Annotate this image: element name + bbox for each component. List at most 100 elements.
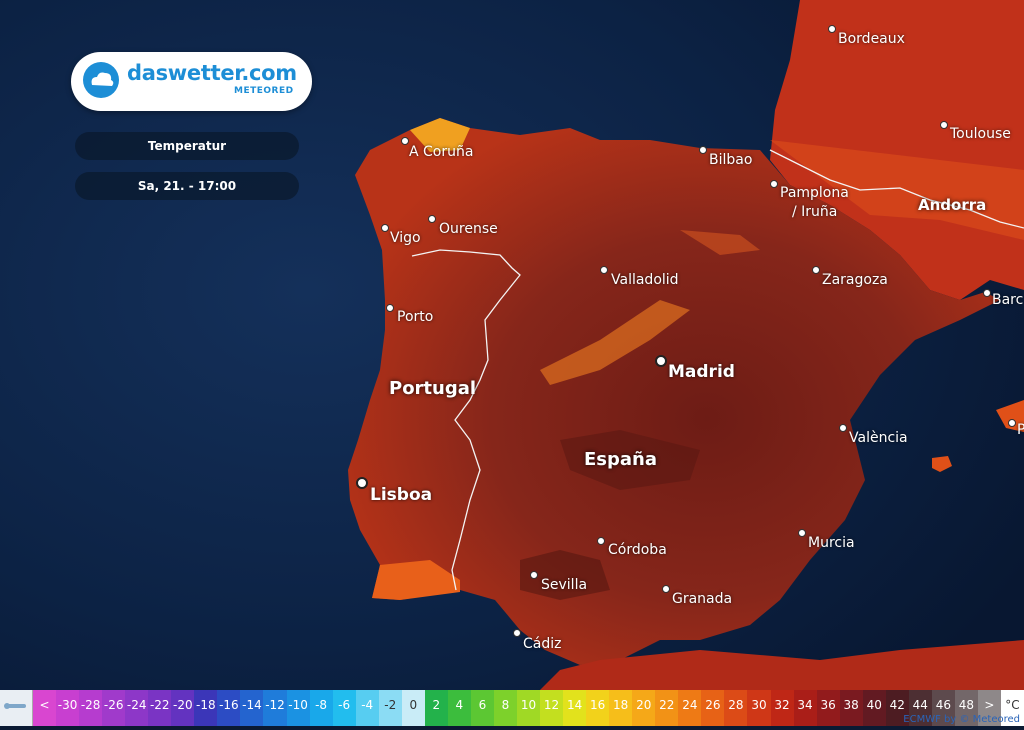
france-land (770, 0, 1024, 300)
legend-cell: -18 (194, 690, 218, 726)
legend-cell: 34 (793, 690, 817, 726)
legend-cell: 8 (493, 690, 517, 726)
thermometer-icon (4, 703, 26, 709)
city-label-bilbao[interactable]: Bilbao (709, 152, 753, 168)
city-label-sevilla[interactable]: Sevilla (541, 577, 588, 593)
city-label-lisboa[interactable]: Lisboa (370, 485, 433, 505)
legend-slider-handle[interactable] (0, 690, 33, 726)
balearic-island-east (996, 400, 1024, 432)
pyrenees-cool (770, 140, 1024, 240)
city-label-barcelona[interactable]: Barc (992, 292, 1024, 308)
legend-cell: 16 (586, 690, 610, 726)
france-spain-border (769, 149, 1024, 229)
legend-cell: 38 (839, 690, 863, 726)
city-label-cadiz[interactable]: Cádiz (523, 636, 562, 652)
city-dot (798, 529, 806, 537)
city-label-porto[interactable]: Porto (397, 309, 434, 325)
city-dot (401, 137, 409, 145)
legend-cell: -6 (332, 690, 356, 726)
country-label-espana: España (584, 449, 658, 470)
temperature-legend: < -30 -28 -26 -24 -22 -20 -18 -16 -14 -12 -10 -8 -6 -4… (0, 690, 1024, 726)
city-dot (662, 585, 670, 593)
city-label-vigo[interactable]: Vigo (390, 230, 421, 246)
city-label-murcia[interactable]: Murcia (808, 535, 855, 551)
la-mancha-hot (560, 430, 700, 490)
legend-cell: -28 (79, 690, 103, 726)
legend-cell: 36 (816, 690, 840, 726)
legend-cell: -14 (240, 690, 264, 726)
city-dot (1008, 419, 1016, 427)
country-label-portugal: Portugal (389, 378, 477, 399)
africa-land (540, 640, 1024, 690)
legend-cell: 48 (954, 690, 978, 726)
forecast-time[interactable]: Sa, 21. - 17:00 (75, 172, 299, 200)
city-label-ourense[interactable]: Ourense (439, 221, 498, 237)
legend-cell: 28 (724, 690, 748, 726)
city-label-a-coruna[interactable]: A Coruña (409, 144, 474, 160)
city-dot (770, 180, 778, 188)
legend-cell: > (977, 690, 1001, 726)
legend-cell: 14 (563, 690, 587, 726)
city-label-cordoba[interactable]: Córdoba (608, 542, 667, 558)
capital-dot (356, 477, 368, 489)
legend-cell: 2 (424, 690, 448, 726)
iberian-system-cool (680, 230, 760, 255)
city-label-valladolid[interactable]: Valladolid (611, 272, 679, 288)
guadalquivir-hot (520, 550, 610, 600)
city-label-pamplona[interactable]: Pamplona (780, 185, 849, 201)
legend-cell: 10 (516, 690, 541, 726)
city-label-granada[interactable]: Granada (672, 591, 733, 607)
capital-dot (655, 355, 667, 367)
city-label-palma[interactable]: P (1017, 422, 1024, 438)
brand-name: daswetter.com (127, 61, 297, 85)
city-label-iruna[interactable]: / Iruña (792, 204, 838, 220)
map-credit[interactable]: ECMWF by © Meteored (903, 714, 1020, 725)
legend-cell: -16 (217, 690, 241, 726)
legend-cell: -12 (263, 690, 287, 726)
city-dot (386, 304, 394, 312)
legend-cell: 12 (540, 690, 564, 726)
legend-cell: °C (1000, 690, 1024, 726)
city-dot (983, 289, 991, 297)
legend-cell: -22 (148, 690, 172, 726)
layer-label[interactable]: Temperatur (75, 132, 299, 160)
legend-cell: < (33, 690, 57, 726)
legend-cell: 40 (862, 690, 886, 726)
legend-cell: 0 (401, 690, 425, 726)
city-label-bordeaux[interactable]: Bordeaux (838, 31, 905, 47)
balearic-island (932, 456, 952, 472)
city-dot (513, 629, 521, 637)
central-system-cool (540, 300, 690, 385)
city-label-madrid[interactable]: Madrid (668, 362, 735, 382)
city-dot (381, 224, 389, 232)
legend-cell: -20 (171, 690, 195, 726)
city-label-zaragoza[interactable]: Zaragoza (822, 272, 888, 288)
legend-cell: 18 (609, 690, 633, 726)
algarve-coast (372, 560, 460, 600)
galicia-coast-cool (410, 118, 470, 152)
city-dot (812, 266, 820, 274)
legend-cell: -24 (125, 690, 149, 726)
legend-cell: -4 (355, 690, 379, 726)
legend-cell: -2 (378, 690, 402, 726)
cloud-logo-icon (83, 62, 119, 98)
legend-cell: -30 (56, 690, 80, 726)
portugal-spain-border (411, 249, 521, 591)
city-label-toulouse[interactable]: Toulouse (950, 126, 1011, 142)
city-dot (428, 215, 436, 223)
city-dot (828, 25, 836, 33)
city-dot (600, 266, 608, 274)
city-dot (839, 424, 847, 432)
brand-sub: METEORED (234, 86, 294, 96)
iberia-land (348, 118, 1000, 665)
city-dot (597, 537, 605, 545)
brand-logo[interactable]: daswetter.com METEORED (71, 52, 312, 111)
city-label-valencia[interactable]: València (849, 430, 908, 446)
city-dot (530, 571, 538, 579)
legend-cell: 44 (908, 690, 932, 726)
legend-cell: 20 (632, 690, 656, 726)
legend-cell: 46 (931, 690, 955, 726)
country-label-andorra: Andorra (918, 196, 987, 214)
legend-cell: 6 (470, 690, 494, 726)
